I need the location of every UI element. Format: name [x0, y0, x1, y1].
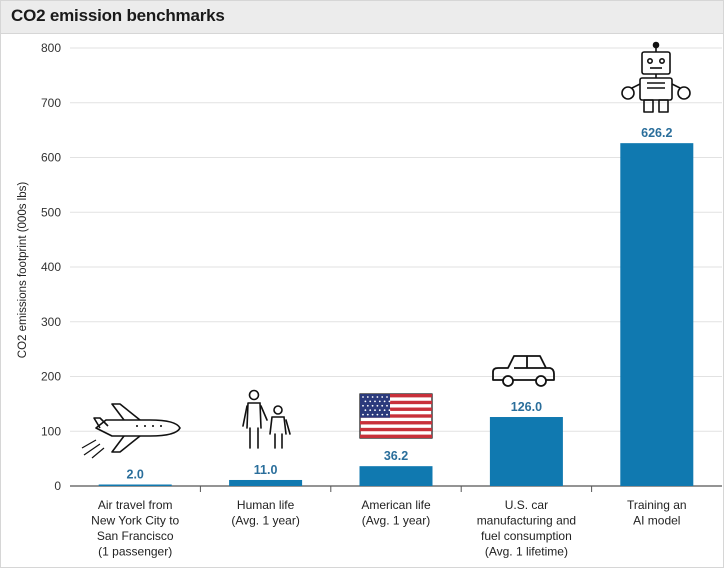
- category-separators: [199, 486, 593, 492]
- category-labels: Air travel from New York City to San Franc…: [91, 498, 686, 559]
- title-bar: CO2 emission benchmarks: [1, 1, 723, 34]
- bar-value-label: 626.2: [641, 126, 672, 140]
- category-label: Air travel from New York City to San Franc…: [91, 498, 179, 559]
- category-label: Training an AI model: [627, 498, 687, 528]
- bar: [620, 143, 694, 486]
- people-icon: [242, 389, 291, 449]
- bar-value-label: 11.0: [254, 463, 278, 477]
- grid-lines: [70, 47, 722, 487]
- y-tick-label: 700: [41, 96, 61, 110]
- y-axis-label: CO2 emissions footprint (000s lbs): [17, 182, 29, 359]
- value-labels: 2.0 11.0 36.2 126.0 626.2: [127, 126, 673, 481]
- bars: [98, 143, 694, 486]
- y-axis-ticks: 0 100 200 300 400 500 600 700 800: [41, 41, 61, 493]
- y-tick-label: 600: [41, 151, 61, 165]
- category-label: U.S. car manufacturing and fuel consumptio…: [477, 498, 576, 559]
- bar: [98, 484, 172, 486]
- car-icon: [492, 355, 555, 387]
- y-tick-label: 200: [41, 370, 61, 384]
- bar: [359, 466, 433, 486]
- y-tick-label: 0: [54, 479, 61, 493]
- y-tick-label: 400: [41, 260, 61, 274]
- bar: [489, 417, 563, 486]
- bar: [229, 479, 303, 486]
- y-tick-label: 800: [41, 41, 61, 55]
- category-label: American life (Avg. 1 year): [361, 498, 431, 528]
- y-tick-label: 300: [41, 315, 61, 329]
- bar-value-label: 2.0: [127, 468, 144, 482]
- robot-icon: [621, 41, 691, 113]
- chart-title: CO2 emission benchmarks: [11, 6, 225, 25]
- category-label: Human life (Avg. 1 year): [231, 498, 299, 528]
- y-tick-label: 500: [41, 205, 61, 219]
- y-tick-label: 100: [41, 424, 61, 438]
- bar-value-label: 36.2: [384, 449, 408, 463]
- airplane-icon: [81, 403, 181, 459]
- us-flag-icon: [359, 393, 433, 439]
- bar-value-label: 126.0: [511, 400, 542, 414]
